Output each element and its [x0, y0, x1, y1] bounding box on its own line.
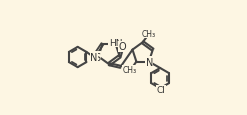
Text: CH₃: CH₃ — [142, 29, 156, 38]
Text: HN: HN — [109, 39, 122, 48]
Text: N: N — [145, 57, 153, 67]
Text: O: O — [119, 42, 126, 52]
Text: S: S — [95, 52, 101, 62]
Text: N: N — [90, 52, 98, 62]
Text: CH₃: CH₃ — [123, 65, 137, 74]
Text: Cl: Cl — [156, 85, 165, 94]
